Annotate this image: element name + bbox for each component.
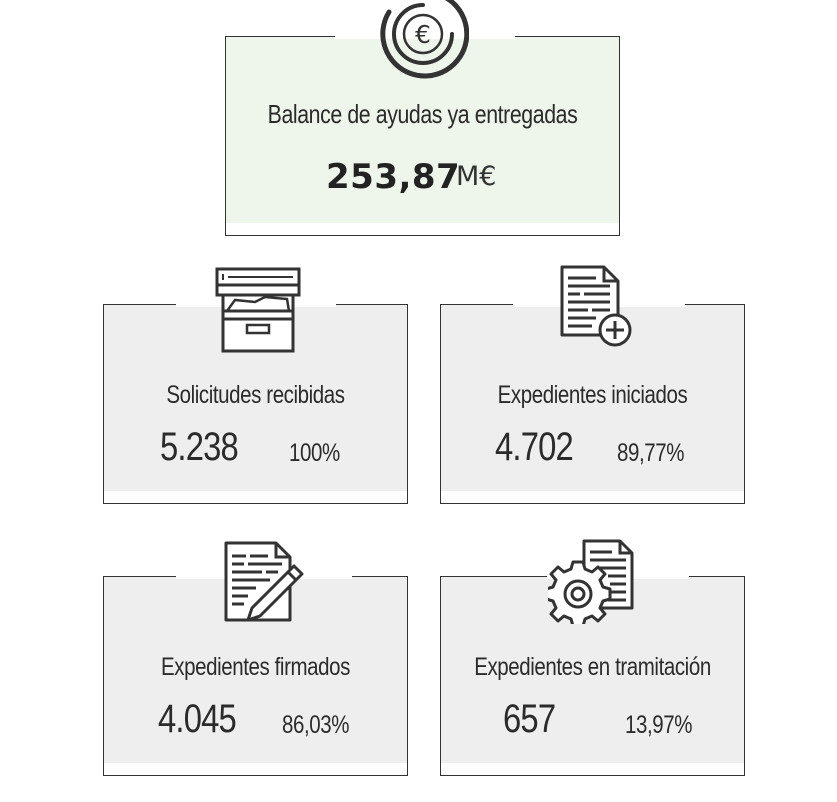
balance-card: Balance de ayudas ya entregadas 253,87 M… [225,35,620,236]
stat-percent: 100% [289,439,340,467]
stat-value: 4.045 [158,697,237,741]
stat-label: Solicitudes recibidas [166,381,345,409]
stat-percent: 13,97% [625,711,693,739]
document-gear-icon [548,539,634,624]
balance-unit: M€ [456,161,497,192]
stat-label: Expedientes en tramitación [474,653,711,681]
euro-coin-icon: € [380,0,469,79]
stat-value: 657 [503,697,556,741]
balance-value: 253,87 [326,157,461,197]
stat-percent: 89,77% [617,439,685,467]
stat-value: 5.238 [160,425,239,469]
svg-text:€: € [415,20,431,49]
filing-cabinet-icon [215,267,301,353]
stat-value: 4.702 [495,425,574,469]
document-add-icon [560,265,632,347]
stat-label: Expedientes iniciados [497,381,688,409]
stat-label: Expedientes firmados [161,653,350,681]
stat-percent: 86,03% [282,711,350,739]
document-sign-icon [224,541,304,622]
balance-label: Balance de ayudas ya entregadas [267,99,578,129]
